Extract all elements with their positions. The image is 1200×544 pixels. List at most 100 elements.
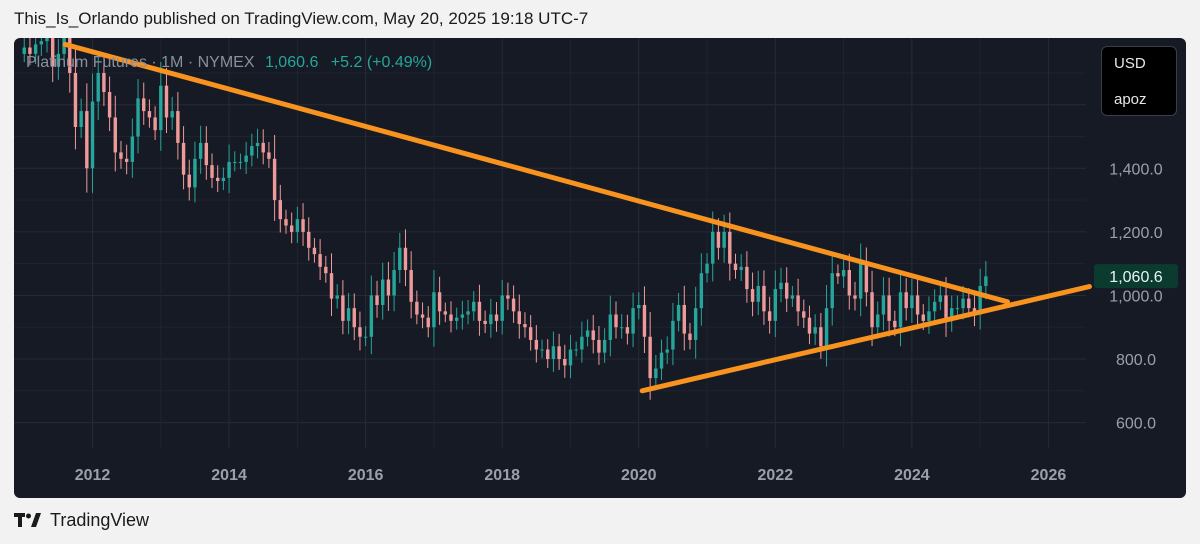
candle (807, 305, 812, 345)
candle-body (96, 72, 100, 102)
candle (159, 62, 163, 151)
candle-body (671, 320, 675, 350)
candle (318, 239, 322, 280)
candle-body (233, 161, 237, 163)
candle-body (802, 311, 806, 318)
candle-body (278, 200, 282, 220)
x-tick-label: 2020 (621, 467, 657, 484)
candle (705, 253, 709, 283)
candle-body (329, 273, 334, 299)
candle (409, 251, 413, 319)
currency-label[interactable]: USD (1114, 55, 1146, 72)
candle (119, 140, 123, 169)
candle-body (136, 98, 140, 137)
candle (767, 296, 772, 334)
candle-body (466, 311, 470, 315)
candle (153, 106, 157, 140)
candle-body (193, 158, 197, 188)
candle-body (289, 225, 294, 232)
candle-body (255, 142, 260, 147)
candle (415, 290, 419, 325)
candle (381, 262, 385, 320)
candle-body (648, 336, 652, 379)
candle (181, 126, 186, 190)
candle (802, 299, 806, 328)
candle (784, 267, 789, 313)
candle-body (870, 292, 874, 328)
candle (215, 165, 220, 193)
candle (574, 341, 578, 357)
candle (267, 141, 271, 168)
candle (176, 92, 180, 160)
candle (750, 272, 755, 317)
candle-body (494, 314, 499, 321)
candle (984, 260, 988, 300)
candle (540, 339, 544, 359)
candle-body (50, 38, 55, 67)
candle (494, 302, 499, 332)
candle-body (563, 359, 567, 366)
candle-body (375, 295, 379, 305)
candle (261, 129, 265, 165)
candle-body (523, 324, 527, 328)
candle (403, 229, 408, 287)
candle-body (711, 231, 715, 264)
candle-body (113, 117, 117, 153)
candle (511, 285, 516, 323)
x-tick-label: 2022 (758, 467, 794, 484)
candle (682, 285, 686, 351)
legend-change: +5.2 (+0.49%) (330, 54, 433, 71)
candle (853, 281, 857, 311)
candle (102, 56, 106, 107)
candle-body (642, 304, 647, 337)
candle-body (517, 311, 521, 325)
candle-body (893, 320, 897, 328)
candle-body (841, 270, 846, 277)
candle (648, 311, 652, 400)
candle-body (335, 295, 339, 299)
candle-body (773, 289, 778, 321)
candle-body (204, 142, 209, 166)
chart-panel[interactable]: 600.0800.01,000.01,200.01,400.01,600.020… (14, 38, 1186, 498)
candle-body (73, 72, 78, 127)
candle-body (654, 368, 658, 379)
candle (204, 126, 209, 180)
candle-body (528, 327, 533, 340)
candle (443, 302, 448, 323)
candle-body (477, 301, 482, 321)
unit-label[interactable]: apoz (1114, 91, 1147, 108)
candle (164, 67, 169, 134)
candle (693, 286, 698, 359)
candle-body (881, 295, 886, 315)
currency-unit-selector[interactable]: USD apoz (1101, 46, 1177, 116)
candle-body (227, 161, 231, 178)
candle (671, 302, 675, 366)
candle (369, 275, 374, 355)
candle-body (819, 327, 823, 347)
candle-body (432, 292, 436, 328)
candle-body (107, 92, 112, 118)
candle-body (762, 285, 766, 312)
candle (233, 151, 237, 172)
candle (312, 238, 317, 263)
candle-body (318, 254, 322, 267)
candle (272, 135, 277, 221)
candle (756, 270, 760, 316)
candle (938, 286, 943, 311)
candle (352, 293, 356, 341)
candle-body (551, 346, 556, 360)
publish-line: This_Is_Orlando published on TradingView… (14, 9, 589, 28)
candle-body (454, 317, 459, 321)
candle (392, 251, 396, 312)
candle-body (955, 308, 960, 310)
candle-body (437, 292, 442, 312)
candle (614, 301, 618, 339)
candle-body (181, 142, 186, 175)
candle-body (984, 276, 988, 286)
candle-body (597, 339, 601, 353)
price-chart[interactable]: 600.0800.01,000.01,200.01,400.01,600.020… (14, 38, 1186, 498)
candle (124, 144, 129, 175)
symbol-line: Platinum Futures · 1M · NYMEX (26, 54, 255, 71)
candle-body (932, 301, 937, 312)
candle (33, 38, 38, 65)
